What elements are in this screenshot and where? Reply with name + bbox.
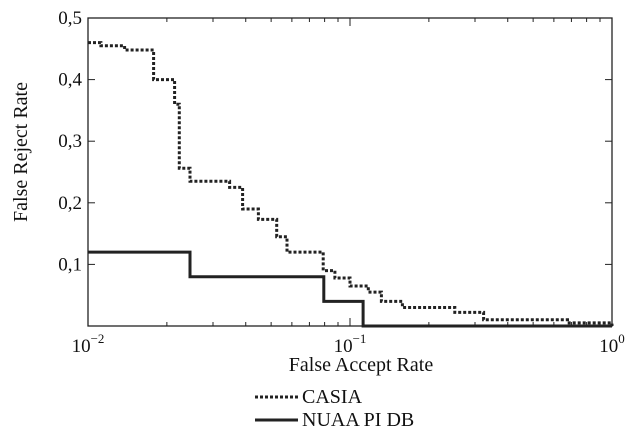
legend: CASIA NUAA PI DB <box>255 386 414 428</box>
y-tick-label: 0,2 <box>58 193 82 214</box>
series-line-nuaa-pi-db <box>88 250 612 328</box>
plot-area <box>88 41 614 328</box>
y-tick-label: 0,4 <box>58 70 82 91</box>
x-tick-label: 100 <box>599 331 625 357</box>
y-axis-title: False Reject Rate <box>10 82 32 222</box>
x-tick-label: 10−2 <box>72 331 105 357</box>
legend-label-nuaa: NUAA PI DB <box>302 409 414 428</box>
y-tick-label: 0,1 <box>58 254 82 275</box>
series-line-casia <box>88 41 614 326</box>
x-axis-title: False Accept Rate <box>289 354 434 376</box>
plot-frame <box>87 17 613 327</box>
legend-label-casia: CASIA <box>302 386 363 408</box>
y-tick-label: 0,5 <box>58 8 82 29</box>
y-tick-label: 0,3 <box>58 131 82 152</box>
axes: 0,10,20,30,40,510−2 10−1 100 <box>58 8 625 357</box>
